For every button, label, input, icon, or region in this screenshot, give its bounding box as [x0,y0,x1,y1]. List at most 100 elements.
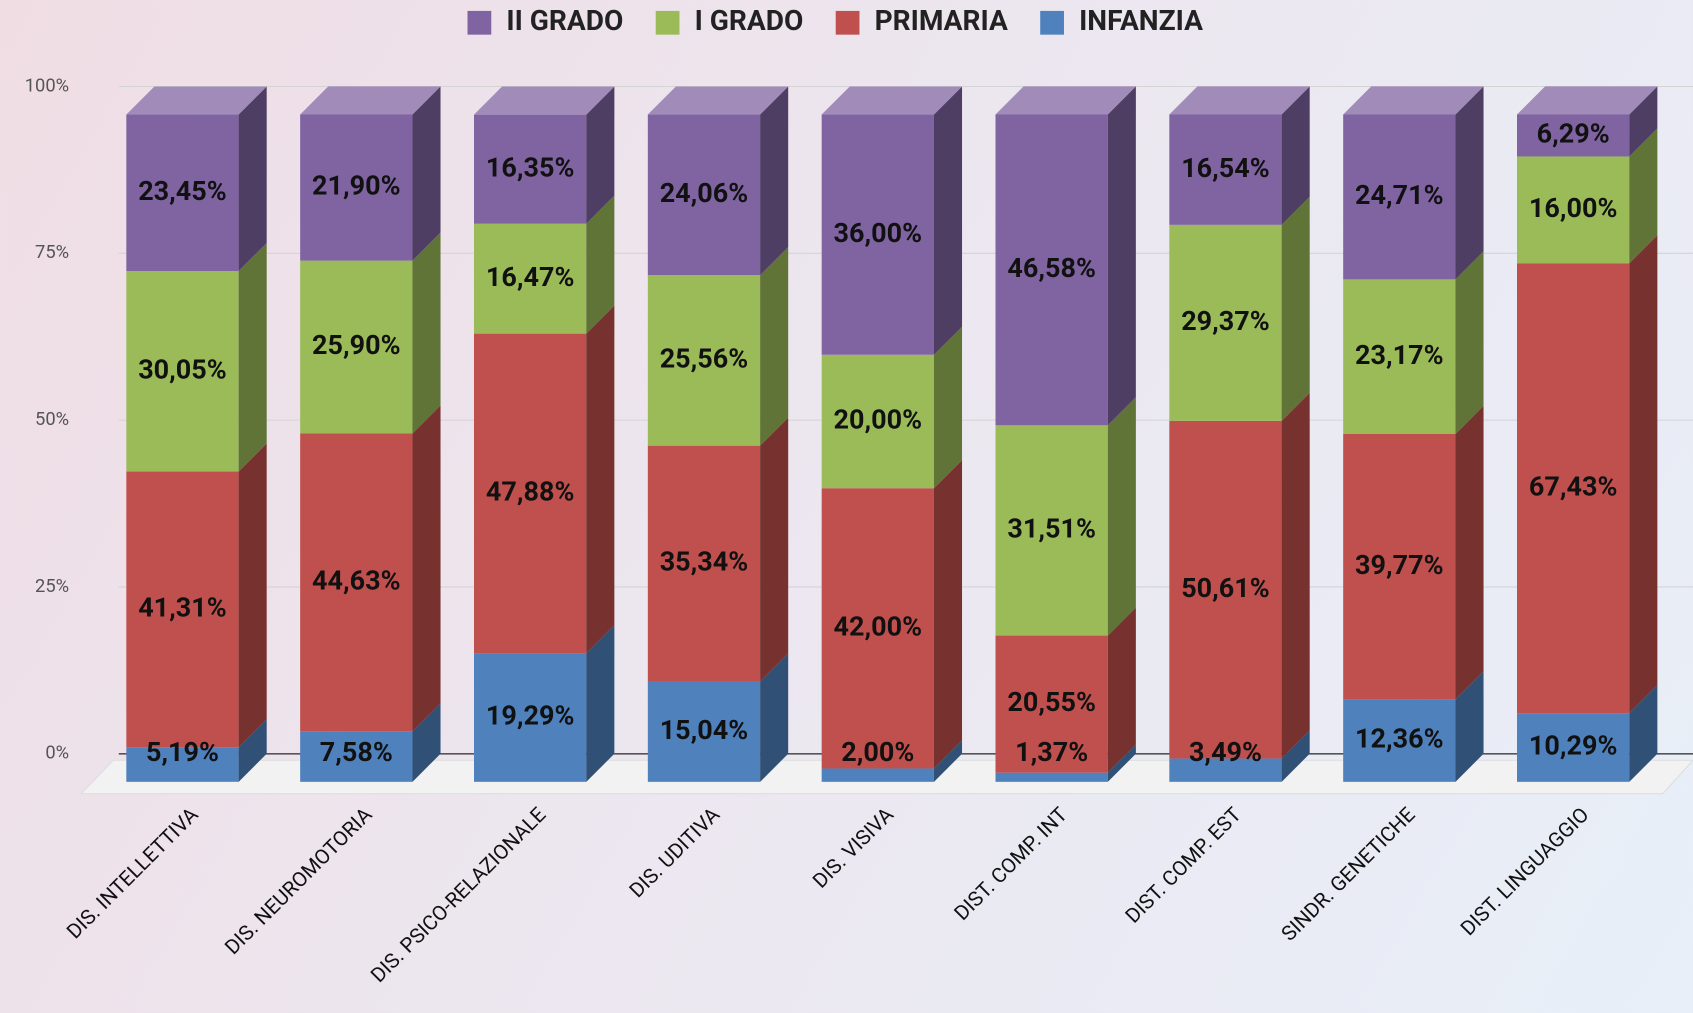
data-label: 16,54% [1181,152,1270,184]
legend-label: II GRADO [506,4,623,37]
bar-side [586,625,615,782]
bar-side [1281,392,1310,759]
bar-front [126,747,239,782]
bar-segment [300,86,441,261]
x-tick-label: DIST. COMP. INT [950,803,1073,926]
data-label: 44,63% [312,564,401,596]
bar-front [1517,114,1630,157]
bar-segment [647,653,789,782]
bar-segment [1517,235,1658,714]
data-label: 6,29% [1537,118,1610,150]
bar-segment [126,86,267,272]
bar-segment [647,417,789,682]
data-label: 12,36% [1355,723,1444,755]
bar-front [995,425,1108,636]
bar-side [760,653,789,782]
bar-top [300,86,441,115]
y-tick-label: 100% [25,75,69,96]
y-tick-label: 25% [35,576,69,597]
x-tick-label: SINDR. GENETICHE [1277,803,1420,946]
bar-front [1169,420,1282,759]
data-label: 16,00% [1529,192,1618,224]
bar-segment [473,625,615,782]
data-label: 42,00% [834,610,923,642]
bar-side [238,86,267,272]
bar-side [760,417,789,682]
bar-front [821,114,934,355]
bar-segment [821,740,963,782]
data-label: 3,49% [1189,736,1262,768]
bar-front [821,488,934,769]
bar-top [821,86,963,115]
bar-front [126,271,239,472]
y-tick-label: 50% [35,409,69,430]
data-label: 24,06% [660,177,749,209]
bar-front [995,772,1108,782]
bar-segment [1169,730,1310,782]
data-label: 39,77% [1355,549,1444,581]
x-tick-label: DIS. PSICO-RELAZIONALE [366,803,551,988]
bar-segment [473,86,615,224]
data-label: 25,90% [312,329,401,361]
bar-side [1629,86,1658,157]
bar-side [1107,397,1136,636]
bar-side [933,86,963,355]
bar-side [238,443,267,748]
bar-side [933,460,963,769]
bar-side [1107,607,1136,773]
bar-front [473,333,587,654]
data-label: 67,43% [1529,470,1618,502]
bar-segment [821,326,963,489]
data-label: 24,71% [1355,179,1444,211]
bar-side [238,719,267,782]
bar-front [1343,279,1456,434]
bar-side [412,232,441,434]
bar-front [647,445,761,682]
bar-side [1629,128,1658,264]
bar-front [126,114,239,272]
bar-front [1169,224,1282,421]
bar-front [1517,713,1630,782]
bar-side [238,242,267,472]
bar-segment [647,247,789,446]
legend-label: INFANZIA [1079,4,1203,37]
bar-side [1455,86,1484,280]
bar-side [1107,744,1136,782]
bar-segment [126,719,267,782]
bar-top [647,86,789,115]
bar-top [1169,86,1310,115]
data-label: 30,05% [138,353,227,385]
bar-segment [995,86,1136,426]
bar-front [300,260,413,434]
bar-side [586,195,615,334]
bar-side [412,405,441,732]
data-label: 10,29% [1529,730,1618,762]
bar-front [995,635,1108,773]
data-label: 16,47% [486,261,575,293]
data-label: 35,34% [660,546,749,578]
bar-front [1517,263,1630,714]
data-label: 46,58% [1007,252,1096,284]
bar-segment [1517,128,1658,264]
bar-front [300,433,413,732]
data-label: 1,37% [1015,736,1088,768]
data-label: 20,55% [1007,686,1096,718]
bar-side [1455,405,1484,700]
bar-front [473,223,587,334]
bar-side [1107,86,1136,426]
data-label: 23,45% [138,175,227,207]
bar-top [995,86,1136,115]
bar-side [412,703,441,782]
bar-side [1629,685,1658,782]
bar-side [1629,235,1658,714]
legend-swatch [1040,10,1064,35]
bar-side [1455,671,1484,782]
data-label: 25,56% [660,343,749,375]
bar-front [1343,433,1456,700]
bar-front [647,275,761,446]
bar-segment [126,443,267,748]
data-label: 7,58% [320,736,393,768]
bar-segment [126,242,267,472]
legend-label: I GRADO [695,4,804,37]
bar-front [647,114,761,276]
